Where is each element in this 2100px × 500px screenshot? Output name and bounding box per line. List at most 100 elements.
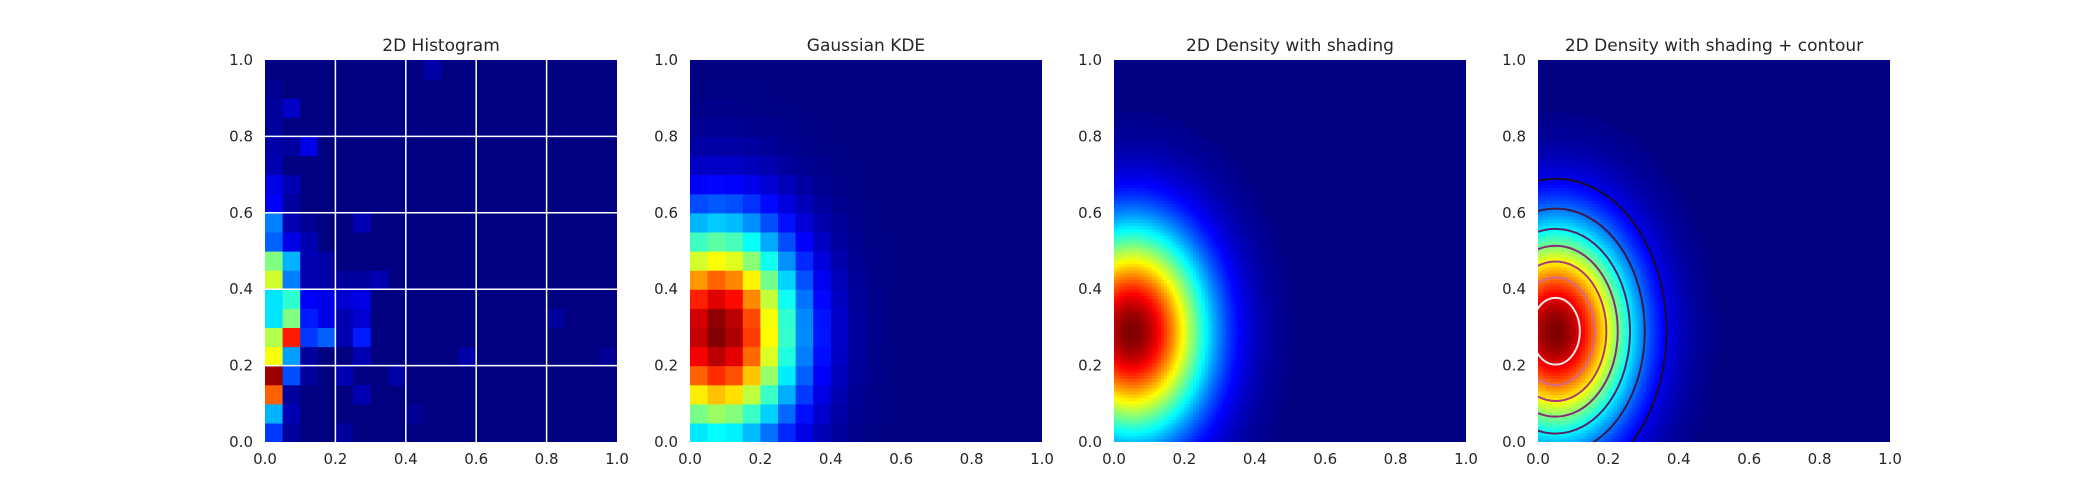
density-cell [1204,400,1209,405]
density-cell [1260,362,1265,367]
density-cell [1137,336,1141,341]
density-cell [1240,429,1244,433]
density-cell [1128,333,1133,338]
density-cell [1248,336,1253,341]
density-cell [1257,435,1262,440]
density-cell [1137,422,1141,427]
density-cell [1114,301,1118,306]
kde-cell [971,384,990,405]
density-cell [1140,279,1144,284]
density-cell [1240,292,1244,297]
density-cell [1131,292,1136,297]
density-cell [1222,362,1226,367]
kde-cell [813,327,832,348]
density-cell [1243,381,1247,386]
density-cell [1234,336,1238,341]
density-cell [1196,215,1200,220]
density-cell [1152,215,1156,220]
density-cell [1175,330,1180,335]
density-cell [1222,403,1226,408]
density-cell [1169,276,1174,281]
density-cell [1207,225,1212,230]
density-cell [1251,416,1256,421]
density-cell [1187,317,1191,322]
density-cell [1246,352,1250,357]
density-cell [1143,403,1147,408]
density-cell [1210,352,1215,357]
density-cell [1228,397,1232,402]
density-cell [1178,251,1182,255]
density-cell [1225,260,1229,265]
density-cell [1169,378,1174,383]
density-cell [1140,327,1144,332]
density-cell [1166,375,1171,379]
kde-cell [901,98,920,118]
density-cell [1254,365,1259,370]
density-cell [1207,381,1212,386]
density-cell [1248,406,1253,411]
density-cell [1143,397,1147,402]
density-cell [1158,336,1162,341]
density-cell [1213,381,1218,386]
density-cell [1284,368,1288,373]
density-cell [1251,371,1256,376]
density-cell [1257,308,1262,312]
density-cell [1116,432,1121,437]
density-cell [1234,419,1238,424]
density-cell [1257,244,1262,249]
kde-cell [936,422,955,442]
density-cell [1158,289,1162,293]
density-cell [1257,426,1262,430]
density-cell [1275,410,1279,414]
histogram-cell [300,193,319,214]
density-cell [1278,359,1282,363]
density-cell [1260,356,1265,360]
kde-cell [830,79,849,99]
density-cell [1248,327,1253,332]
density-cell [1190,356,1194,360]
density-cell [1114,403,1118,408]
density-cell [1237,321,1241,325]
density-cell [1181,295,1185,300]
density-cell [1287,327,1291,332]
density-cell [1146,343,1150,347]
density-cell [1204,276,1209,281]
density-cell [1228,251,1232,255]
density-cell [1202,266,1206,271]
density-cell [1278,308,1282,312]
kde-cell [954,193,973,214]
histogram-cell [405,289,424,309]
density-cell [1140,238,1144,242]
density-cell [1152,305,1156,309]
density-cell [1155,276,1159,281]
kde-cell [690,155,709,176]
density-cell [1116,397,1121,402]
density-cell [1260,394,1265,398]
density-cell [1251,324,1256,328]
density-cell [1222,263,1226,268]
density-cell [1204,343,1209,347]
density-cell [1272,305,1276,309]
density-cell [1281,298,1285,303]
density-cell [1128,400,1133,405]
histogram-cell [282,136,301,157]
kde-cell [725,346,744,367]
density-cell [1166,391,1171,395]
histogram-cell [265,422,284,442]
density-cell [1248,282,1253,287]
density-cell [1237,305,1241,309]
density-cell [1146,295,1150,300]
density-cell [1143,222,1147,227]
density-cell [1243,273,1247,277]
density-cell [1204,384,1209,389]
density-cell [1246,257,1250,262]
histogram-cell [476,327,495,348]
density-cell [1272,270,1276,274]
density-cell [1263,266,1268,271]
density-cell [1128,298,1133,303]
density-cell [1158,391,1162,395]
density-cell [1146,426,1150,430]
density-cell [1175,222,1180,227]
density-cell [1146,260,1150,265]
density-cell [1269,301,1273,306]
